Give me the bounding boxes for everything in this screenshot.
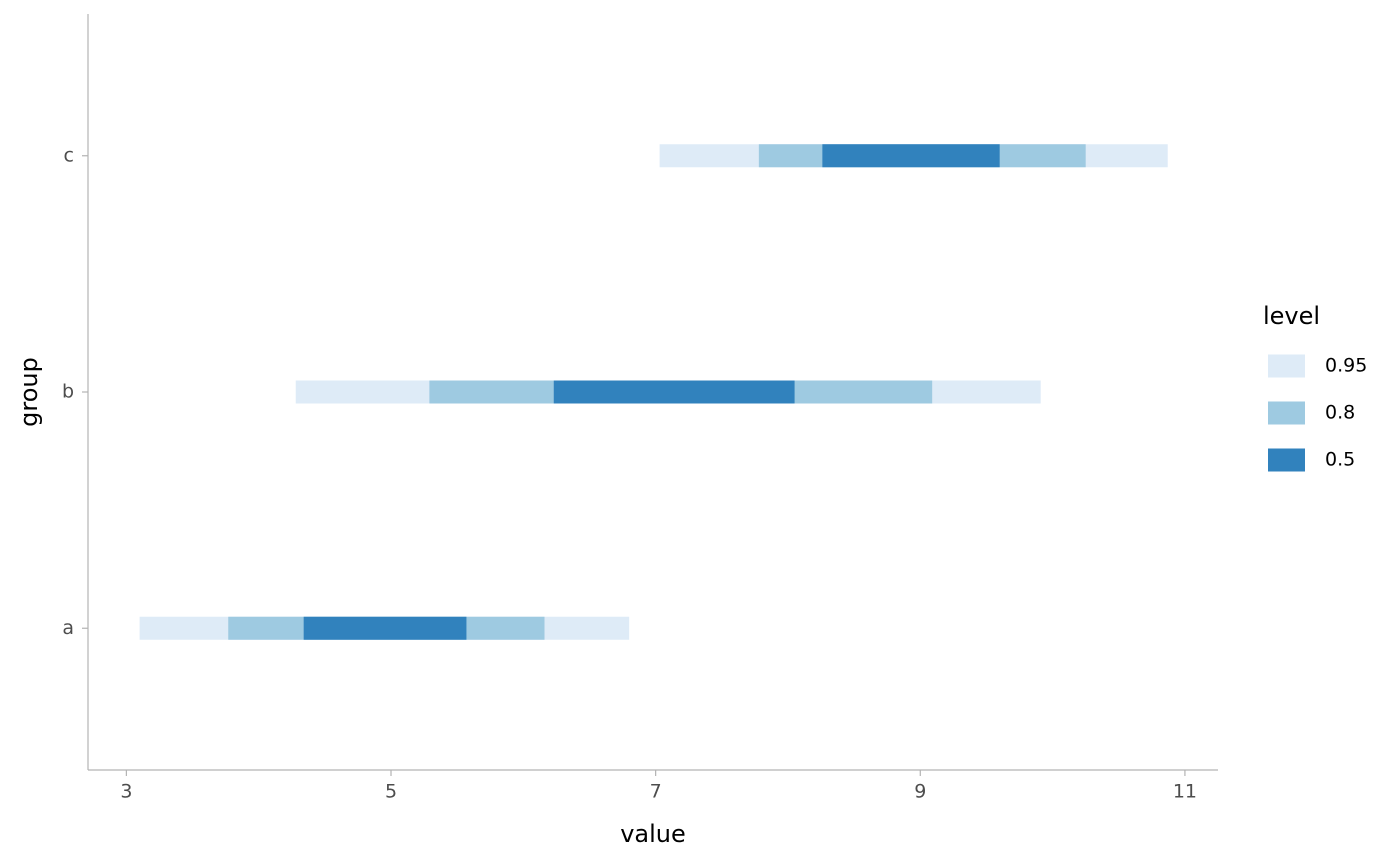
interval [303, 616, 467, 640]
interval [553, 380, 795, 404]
legend-key [1268, 354, 1305, 378]
y-tick-label: a [62, 617, 74, 639]
legend-key [1268, 448, 1305, 472]
legend-title: level [1263, 302, 1320, 330]
legend-key [1268, 401, 1305, 425]
legend-label: 0.8 [1325, 402, 1355, 424]
y-axis-title: group [15, 357, 43, 427]
y-tick-label: c [64, 144, 74, 166]
y-tick-label: b [62, 381, 74, 403]
x-tick-label: 11 [1173, 781, 1197, 803]
x-tick-label: 5 [385, 781, 397, 803]
legend-label: 0.5 [1325, 449, 1355, 471]
x-tick-label: 9 [914, 781, 926, 803]
legend-label: 0.95 [1325, 355, 1367, 377]
x-tick-label: 3 [120, 781, 132, 803]
x-tick-label: 7 [650, 781, 662, 803]
interval [822, 144, 1000, 168]
x-axis-title: value [620, 820, 686, 848]
